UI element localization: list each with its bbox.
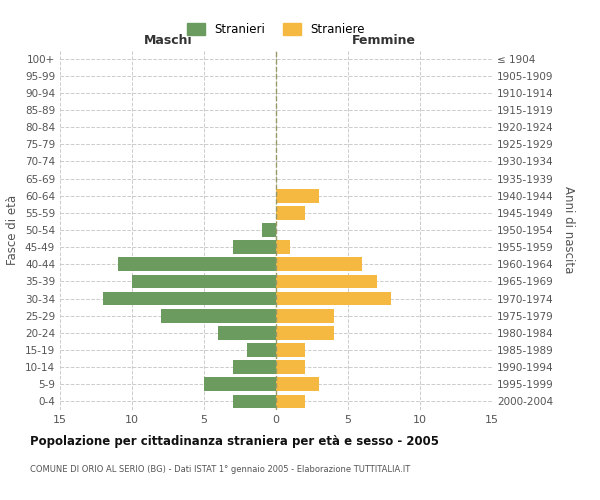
Bar	[276, 343, 305, 357]
Bar	[218, 326, 276, 340]
Bar	[276, 258, 362, 271]
Bar	[233, 240, 276, 254]
Bar	[276, 189, 319, 202]
Text: Maschi: Maschi	[143, 34, 193, 46]
Bar	[103, 292, 276, 306]
Bar	[161, 309, 276, 322]
Bar	[276, 309, 334, 322]
Text: Femmine: Femmine	[352, 34, 416, 46]
Bar	[233, 360, 276, 374]
Bar	[233, 394, 276, 408]
Bar	[276, 206, 305, 220]
Bar	[204, 378, 276, 391]
Bar	[247, 343, 276, 357]
Bar	[276, 378, 319, 391]
Bar	[118, 258, 276, 271]
Bar	[276, 274, 377, 288]
Y-axis label: Fasce di età: Fasce di età	[7, 195, 19, 265]
Y-axis label: Anni di nascita: Anni di nascita	[562, 186, 575, 274]
Legend: Stranieri, Straniere: Stranieri, Straniere	[182, 18, 370, 41]
Bar	[276, 394, 305, 408]
Bar	[276, 240, 290, 254]
Bar	[276, 326, 334, 340]
Bar	[132, 274, 276, 288]
Bar	[262, 223, 276, 237]
Bar	[276, 292, 391, 306]
Text: Popolazione per cittadinanza straniera per età e sesso - 2005: Popolazione per cittadinanza straniera p…	[30, 435, 439, 448]
Text: COMUNE DI ORIO AL SERIO (BG) - Dati ISTAT 1° gennaio 2005 - Elaborazione TUTTITA: COMUNE DI ORIO AL SERIO (BG) - Dati ISTA…	[30, 465, 410, 474]
Bar	[276, 360, 305, 374]
